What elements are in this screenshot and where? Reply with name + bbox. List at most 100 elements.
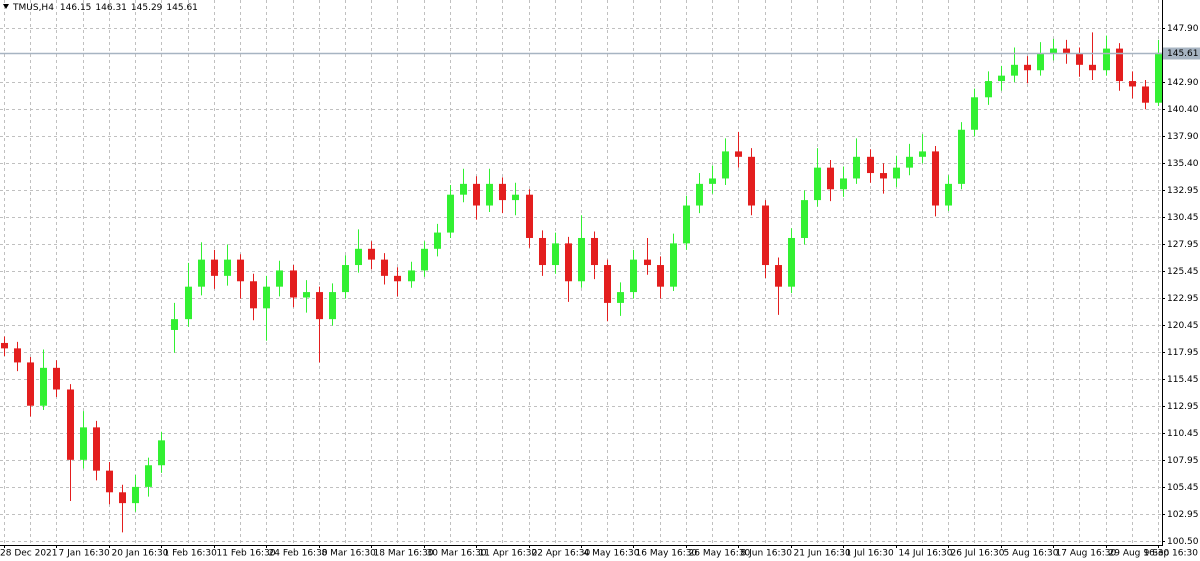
candle-body <box>250 281 257 309</box>
candle-body <box>198 259 205 287</box>
candle-body <box>224 259 231 276</box>
candle-body <box>958 129 965 184</box>
candle-body <box>945 183 952 206</box>
y-tick-label: 105.45 <box>1167 483 1199 493</box>
candle-body <box>1011 64 1018 76</box>
price-label: 145.61 <box>1167 49 1199 59</box>
candle-body <box>355 248 362 266</box>
y-tick-label: 120.45 <box>1167 321 1199 331</box>
y-tick-label: 125.45 <box>1167 267 1199 277</box>
candle-body <box>237 259 244 282</box>
candle-body <box>814 167 821 201</box>
chart-header: TMUS,H4 146.15 146.31 145.29 145.61 <box>12 3 198 13</box>
candle-body <box>670 243 677 287</box>
candle-body <box>762 205 769 266</box>
candle-body <box>158 440 165 466</box>
x-tick-label: 7 Jan 16:30 <box>59 549 111 559</box>
candle-body <box>421 248 428 271</box>
x-tick-label: 18 Mar 16:30 <box>374 549 434 559</box>
candle-body <box>1103 48 1110 71</box>
candle-body <box>748 156 755 206</box>
candle-body <box>827 167 834 190</box>
candle-body <box>893 167 900 179</box>
candle-body <box>67 389 74 460</box>
y-tick-label: 137.90 <box>1167 132 1199 142</box>
candles <box>0 32 1162 533</box>
candle-body <box>80 427 87 460</box>
candle-body <box>14 348 21 363</box>
candle-body <box>1063 48 1070 55</box>
x-tick-label: 28 Dec 2021 <box>0 549 58 559</box>
candle-body <box>263 286 270 309</box>
candle-body <box>1155 52 1162 103</box>
candle-body <box>342 265 349 293</box>
x-tick-label: 22 Apr 16:30 <box>532 549 591 559</box>
candle-body <box>552 243 559 266</box>
y-tick-label: 130.45 <box>1167 213 1199 223</box>
x-tick-label: 16 May 16:30 <box>636 549 698 559</box>
y-tick-label: 127.95 <box>1167 240 1199 250</box>
candle-body <box>394 275 401 282</box>
y-tick-label: 110.45 <box>1167 429 1199 439</box>
y-tick-label: 117.95 <box>1167 348 1199 358</box>
y-tick-label: 132.95 <box>1167 186 1199 196</box>
candle-body <box>853 156 860 179</box>
candle-body <box>591 237 598 266</box>
price-label-box <box>1163 47 1200 60</box>
candle-body <box>1116 48 1123 82</box>
candle-body <box>867 156 874 174</box>
symbol: TMUS,H4 <box>12 3 54 13</box>
candle-body <box>971 97 978 130</box>
x-tick-label: 26 May 16:30 <box>689 549 751 559</box>
x-tick-label: 1 Jul 16:30 <box>846 549 895 559</box>
candle-body <box>998 75 1005 82</box>
candle-body <box>919 151 926 157</box>
candle-body <box>880 173 887 179</box>
candle-body <box>840 178 847 190</box>
header-high: 146.31 <box>95 3 127 13</box>
y-tick-label: 102.95 <box>1167 510 1199 520</box>
candle-body <box>119 492 126 504</box>
candle-body <box>735 151 742 157</box>
x-tick-label: 11 Apr 16:30 <box>479 549 538 559</box>
y-tick-label: 100.50 <box>1167 537 1199 547</box>
candle-body <box>722 151 729 179</box>
candle-body <box>381 259 388 276</box>
candle-body <box>40 367 47 406</box>
x-tick-label: 17 Aug 16:30 <box>1056 549 1117 559</box>
candle-body <box>53 367 60 390</box>
candle-body <box>1 342 8 349</box>
x-tick-label: 8 Jun 16:30 <box>741 549 793 559</box>
candle-body <box>526 194 533 238</box>
header-low: 145.29 <box>131 3 163 13</box>
candle-body <box>539 237 546 266</box>
x-tick-label: 9 Sep 16:30 <box>1144 549 1199 559</box>
candle-body <box>329 292 336 320</box>
x-tick-label: 21 Jun 16:30 <box>794 549 851 559</box>
header-close: 145.61 <box>166 3 198 13</box>
candle-body <box>408 270 415 282</box>
candle-body <box>788 237 795 287</box>
x-tick-label: 24 Feb 16:30 <box>269 549 328 559</box>
candle-body <box>1076 54 1083 65</box>
x-tick-label: 26 Jul 16:30 <box>951 549 1005 559</box>
candle-body <box>683 205 690 244</box>
header-open: 146.15 <box>60 3 92 13</box>
candle-body <box>985 81 992 98</box>
candle-body <box>473 183 480 206</box>
y-tick-label: 115.45 <box>1167 375 1199 385</box>
y-tick-label: 142.90 <box>1167 78 1199 88</box>
candle-body <box>368 248 375 260</box>
candle-body <box>932 151 939 206</box>
y-tick-label: 112.95 <box>1167 402 1199 412</box>
y-tick-label: 122.95 <box>1167 294 1199 304</box>
candle-body <box>775 265 782 287</box>
candle-body <box>1129 81 1136 87</box>
candle-body <box>460 183 467 195</box>
x-tick-label: 20 Jan 16:30 <box>112 549 169 559</box>
y-tick-label: 140.40 <box>1167 105 1199 115</box>
x-tick-label: 8 Mar 16:30 <box>322 549 377 559</box>
x-tick-label: 1 Feb 16:30 <box>164 549 218 559</box>
